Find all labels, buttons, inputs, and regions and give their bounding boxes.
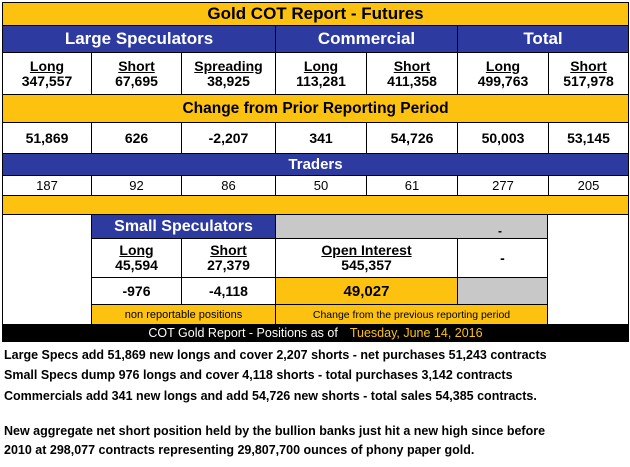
position-value: 113,281 (296, 74, 346, 89)
group-large-speculators: Large Speculators (2, 26, 276, 53)
report-footer: COT Gold Report - Positions as of Tuesda… (2, 325, 629, 342)
change-value: 53,145 (549, 123, 629, 154)
grey-change-panel (458, 278, 548, 305)
col-large-spreading: Spreading 38,925 (182, 53, 276, 95)
trader-count: 187 (2, 176, 92, 196)
position-value: 499,763 (478, 74, 529, 89)
trader-count: 86 (182, 176, 276, 196)
small-short-change: -4,118 (182, 278, 276, 305)
small-speculators-header: Small Speculators (92, 215, 276, 239)
grey-header-panel (276, 215, 548, 239)
change-header: Change from Prior Reporting Period (2, 95, 629, 123)
trader-count: 205 (549, 176, 629, 196)
divider-band (2, 196, 629, 215)
note-line: Small Specs dump 976 longs and cover 4,1… (4, 368, 513, 382)
dash-cell: - (458, 239, 548, 278)
dash-mark: - (498, 225, 502, 237)
column-label: Spreading (194, 59, 262, 74)
column-label: Short (570, 59, 607, 74)
column-label: Long (486, 59, 520, 74)
position-value: 517,978 (563, 74, 614, 89)
column-label: Long (30, 59, 64, 74)
group-commercial: Commercial (276, 26, 458, 53)
position-value: 411,358 (387, 74, 437, 89)
position-value: 347,557 (22, 74, 73, 89)
change-value: 51,869 (2, 123, 92, 154)
blank-left-panel (2, 215, 92, 325)
traders-header: Traders (2, 154, 629, 176)
col-large-short: Short 67,695 (92, 53, 182, 95)
open-interest-value: 545,357 (341, 258, 392, 273)
position-value: 45,594 (115, 258, 158, 273)
column-label: Short (210, 243, 247, 258)
change-value: 341 (276, 123, 367, 154)
change-value: 50,003 (458, 123, 549, 154)
open-interest: Open Interest 545,357 (276, 239, 458, 278)
col-total-short: Short 517,978 (549, 53, 629, 95)
column-label: Long (119, 243, 153, 258)
footer-label: COT Gold Report - Positions as of (148, 326, 337, 340)
col-commercial-long: Long 113,281 (276, 53, 367, 95)
small-long: Long 45,594 (92, 239, 182, 278)
trader-count: 61 (367, 176, 458, 196)
trader-count: 277 (458, 176, 549, 196)
position-value: 67,695 (115, 74, 158, 89)
change-value: -2,207 (182, 123, 276, 154)
col-large-long: Long 347,557 (2, 53, 92, 95)
column-label: Open Interest (321, 243, 411, 258)
col-total-long: Long 499,763 (458, 53, 549, 95)
trader-count: 50 (276, 176, 367, 196)
summary-paragraph-line: New aggregate net short position held by… (4, 424, 545, 438)
change-value: 54,726 (367, 123, 458, 154)
col-commercial-short: Short 411,358 (367, 53, 458, 95)
column-label: Short (394, 59, 431, 74)
change-value: 626 (92, 123, 182, 154)
open-interest-change: 49,027 (276, 278, 458, 305)
blank-right-panel (548, 215, 629, 325)
small-short: Short 27,379 (182, 239, 276, 278)
note-line: Large Specs add 51,869 new longs and cov… (4, 348, 547, 362)
summary-paragraph-line: 2010 at 298,077 contracts representing 2… (4, 443, 474, 457)
position-value: 38,925 (207, 74, 250, 89)
nonreportable-note: non reportable positions (92, 305, 276, 325)
group-total: Total (458, 26, 629, 53)
trader-count: 92 (92, 176, 182, 196)
column-label: Long (304, 59, 338, 74)
report-title: Gold COT Report - Futures (2, 2, 629, 26)
small-long-change: -976 (92, 278, 182, 305)
position-value: 27,379 (207, 258, 250, 273)
column-label: Short (118, 59, 155, 74)
footer-date: Tuesday, June 14, 2016 (350, 326, 483, 340)
note-line: Commercials add 341 new longs and add 54… (4, 389, 537, 403)
open-interest-note: Change from the previous reporting perio… (276, 305, 548, 325)
